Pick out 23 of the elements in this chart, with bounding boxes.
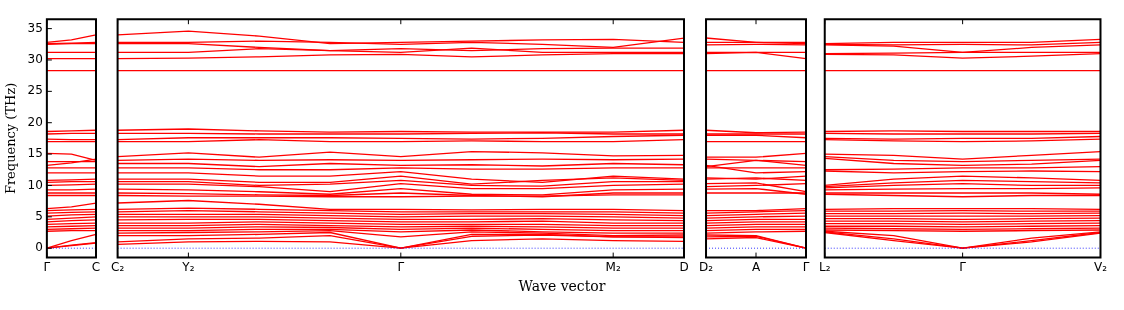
y-tick-label: 30: [27, 52, 43, 67]
x-tick-label: D₂: [698, 259, 714, 274]
x-tick-label: D: [679, 259, 689, 274]
x-tick-label: Y₂: [181, 259, 195, 274]
y-tick-label: 25: [27, 83, 43, 98]
x-tick-label: Γ: [43, 259, 51, 274]
y-tick-label: 0: [35, 240, 43, 255]
y-tick-label: 10: [27, 177, 43, 192]
x-tick-label: A: [751, 259, 761, 274]
y-axis-title: Frequency (THz): [3, 82, 19, 195]
y-tick-label: 15: [27, 146, 43, 161]
x-axis-title: Wave vector: [517, 278, 607, 294]
x-tick-label: C₂: [110, 259, 125, 274]
y-tick-label: 5: [35, 208, 43, 223]
y-tick-label: 35: [27, 20, 43, 35]
x-tick-label: Γ: [959, 259, 967, 274]
x-tick-label: L₂: [819, 259, 831, 274]
x-tick-label: M₂: [605, 259, 621, 274]
x-tick-label: Γ: [397, 259, 405, 274]
y-tick-label: 20: [27, 114, 43, 129]
x-tick-label: V₂: [1093, 259, 1108, 274]
x-tick-label: Γ: [802, 259, 810, 274]
x-tick-label: C: [91, 259, 101, 274]
